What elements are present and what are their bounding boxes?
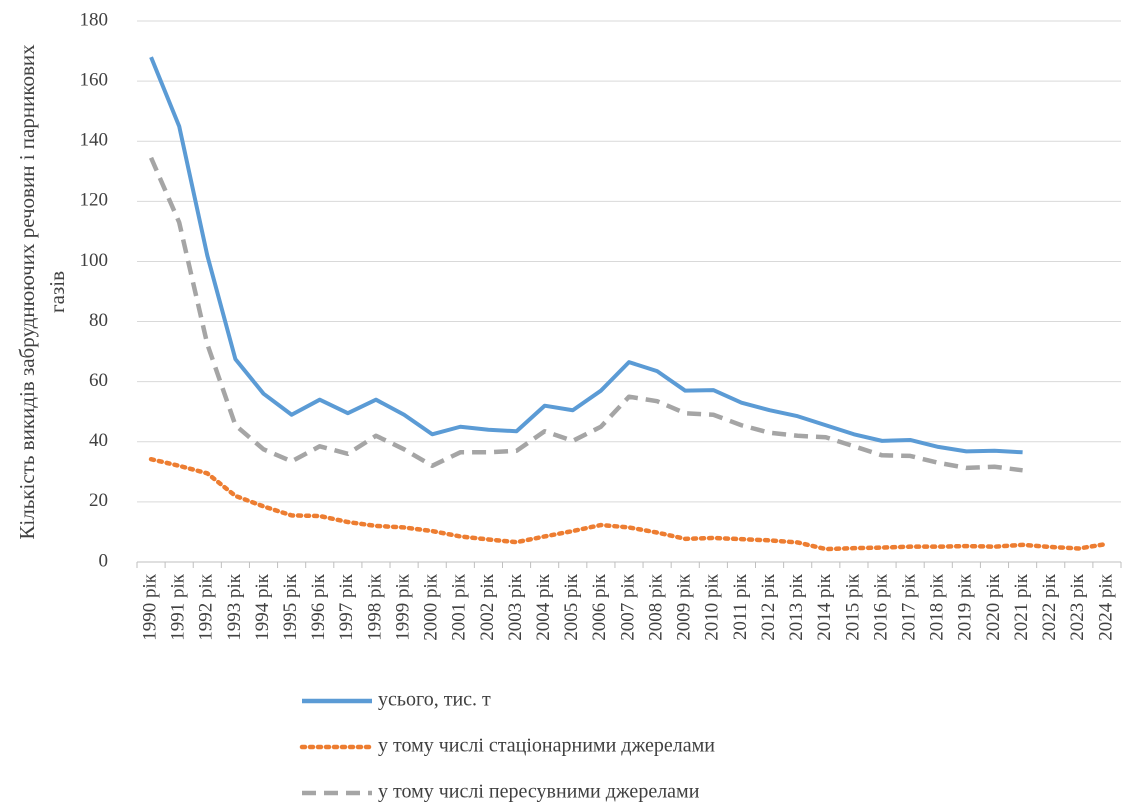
x-tick-label: 2024 рік <box>1095 573 1116 641</box>
x-tick-label: 2007 рік <box>617 573 638 641</box>
x-tick-label: 2013 рік <box>786 573 807 641</box>
x-tick-label: 2009 рік <box>674 573 695 641</box>
x-tick-label: 2001 рік <box>449 573 470 641</box>
series-line <box>148 456 1110 552</box>
x-tick-label: 1995 рік <box>280 573 301 641</box>
x-tick-label: 1990 рік <box>139 573 160 641</box>
x-tick-label: 1992 рік <box>196 573 217 641</box>
x-tick-label: 2020 рік <box>983 573 1004 641</box>
x-tick-label: 2004 рік <box>533 573 554 641</box>
y-tick-label: 160 <box>80 69 109 90</box>
y-tick-label: 140 <box>80 130 109 151</box>
legend-label: усього, тис. т <box>378 689 491 711</box>
legend-label: у тому числі пересувними джерелами <box>378 781 700 803</box>
series-line <box>148 156 1023 473</box>
x-tick-label: 1991 рік <box>168 573 189 641</box>
x-tick-label: 2015 рік <box>842 573 863 641</box>
y-tick-label: 0 <box>99 550 109 571</box>
x-tick-label: 1998 рік <box>364 573 385 641</box>
x-tick-label: 1996 рік <box>308 573 329 641</box>
x-tick-label: 2022 рік <box>1039 573 1060 641</box>
x-tick-label: 2012 рік <box>758 573 779 641</box>
x-tick-label: 2000 рік <box>421 573 442 641</box>
y-tick-label: 180 <box>80 9 109 30</box>
y-tick-label: 100 <box>80 250 109 271</box>
x-tick-label: 2017 рік <box>899 573 920 641</box>
x-tick-label: 2003 рік <box>505 573 526 641</box>
x-tick-label: 2002 рік <box>477 573 498 641</box>
x-tick-label: 1994 рік <box>252 573 273 641</box>
x-tick-label: 1997 рік <box>336 573 357 641</box>
y-tick-label: 120 <box>80 190 109 211</box>
x-tick-label: 2005 рік <box>561 573 582 641</box>
y-tick-label: 80 <box>89 310 108 331</box>
x-tick-label: 2018 рік <box>927 573 948 641</box>
legend-label: у тому числі стаціонарними джерелами <box>378 735 715 757</box>
y-axis-label: Кількість викидів забруднюючих речовин і… <box>15 44 39 540</box>
x-tick-label: 1999 рік <box>392 573 413 641</box>
series-line <box>149 56 1023 455</box>
x-tick-label: 2006 рік <box>589 573 610 641</box>
y-tick-label: 20 <box>89 490 108 511</box>
x-tick-label: 2008 рік <box>645 573 666 641</box>
x-tick-label: 1993 рік <box>224 573 245 641</box>
x-tick-label: 2021 рік <box>1011 573 1032 641</box>
x-tick-label: 2011 рік <box>730 573 751 640</box>
y-tick-label: 40 <box>89 430 108 451</box>
y-tick-label: 60 <box>89 370 108 391</box>
x-tick-label: 2010 рік <box>702 573 723 641</box>
x-tick-label: 2019 рік <box>955 573 976 641</box>
x-tick-label: 2016 рік <box>870 573 891 641</box>
y-axis-label: газів <box>45 271 69 313</box>
x-tick-label: 2014 рік <box>814 573 835 641</box>
x-tick-label: 2023 рік <box>1067 573 1088 641</box>
